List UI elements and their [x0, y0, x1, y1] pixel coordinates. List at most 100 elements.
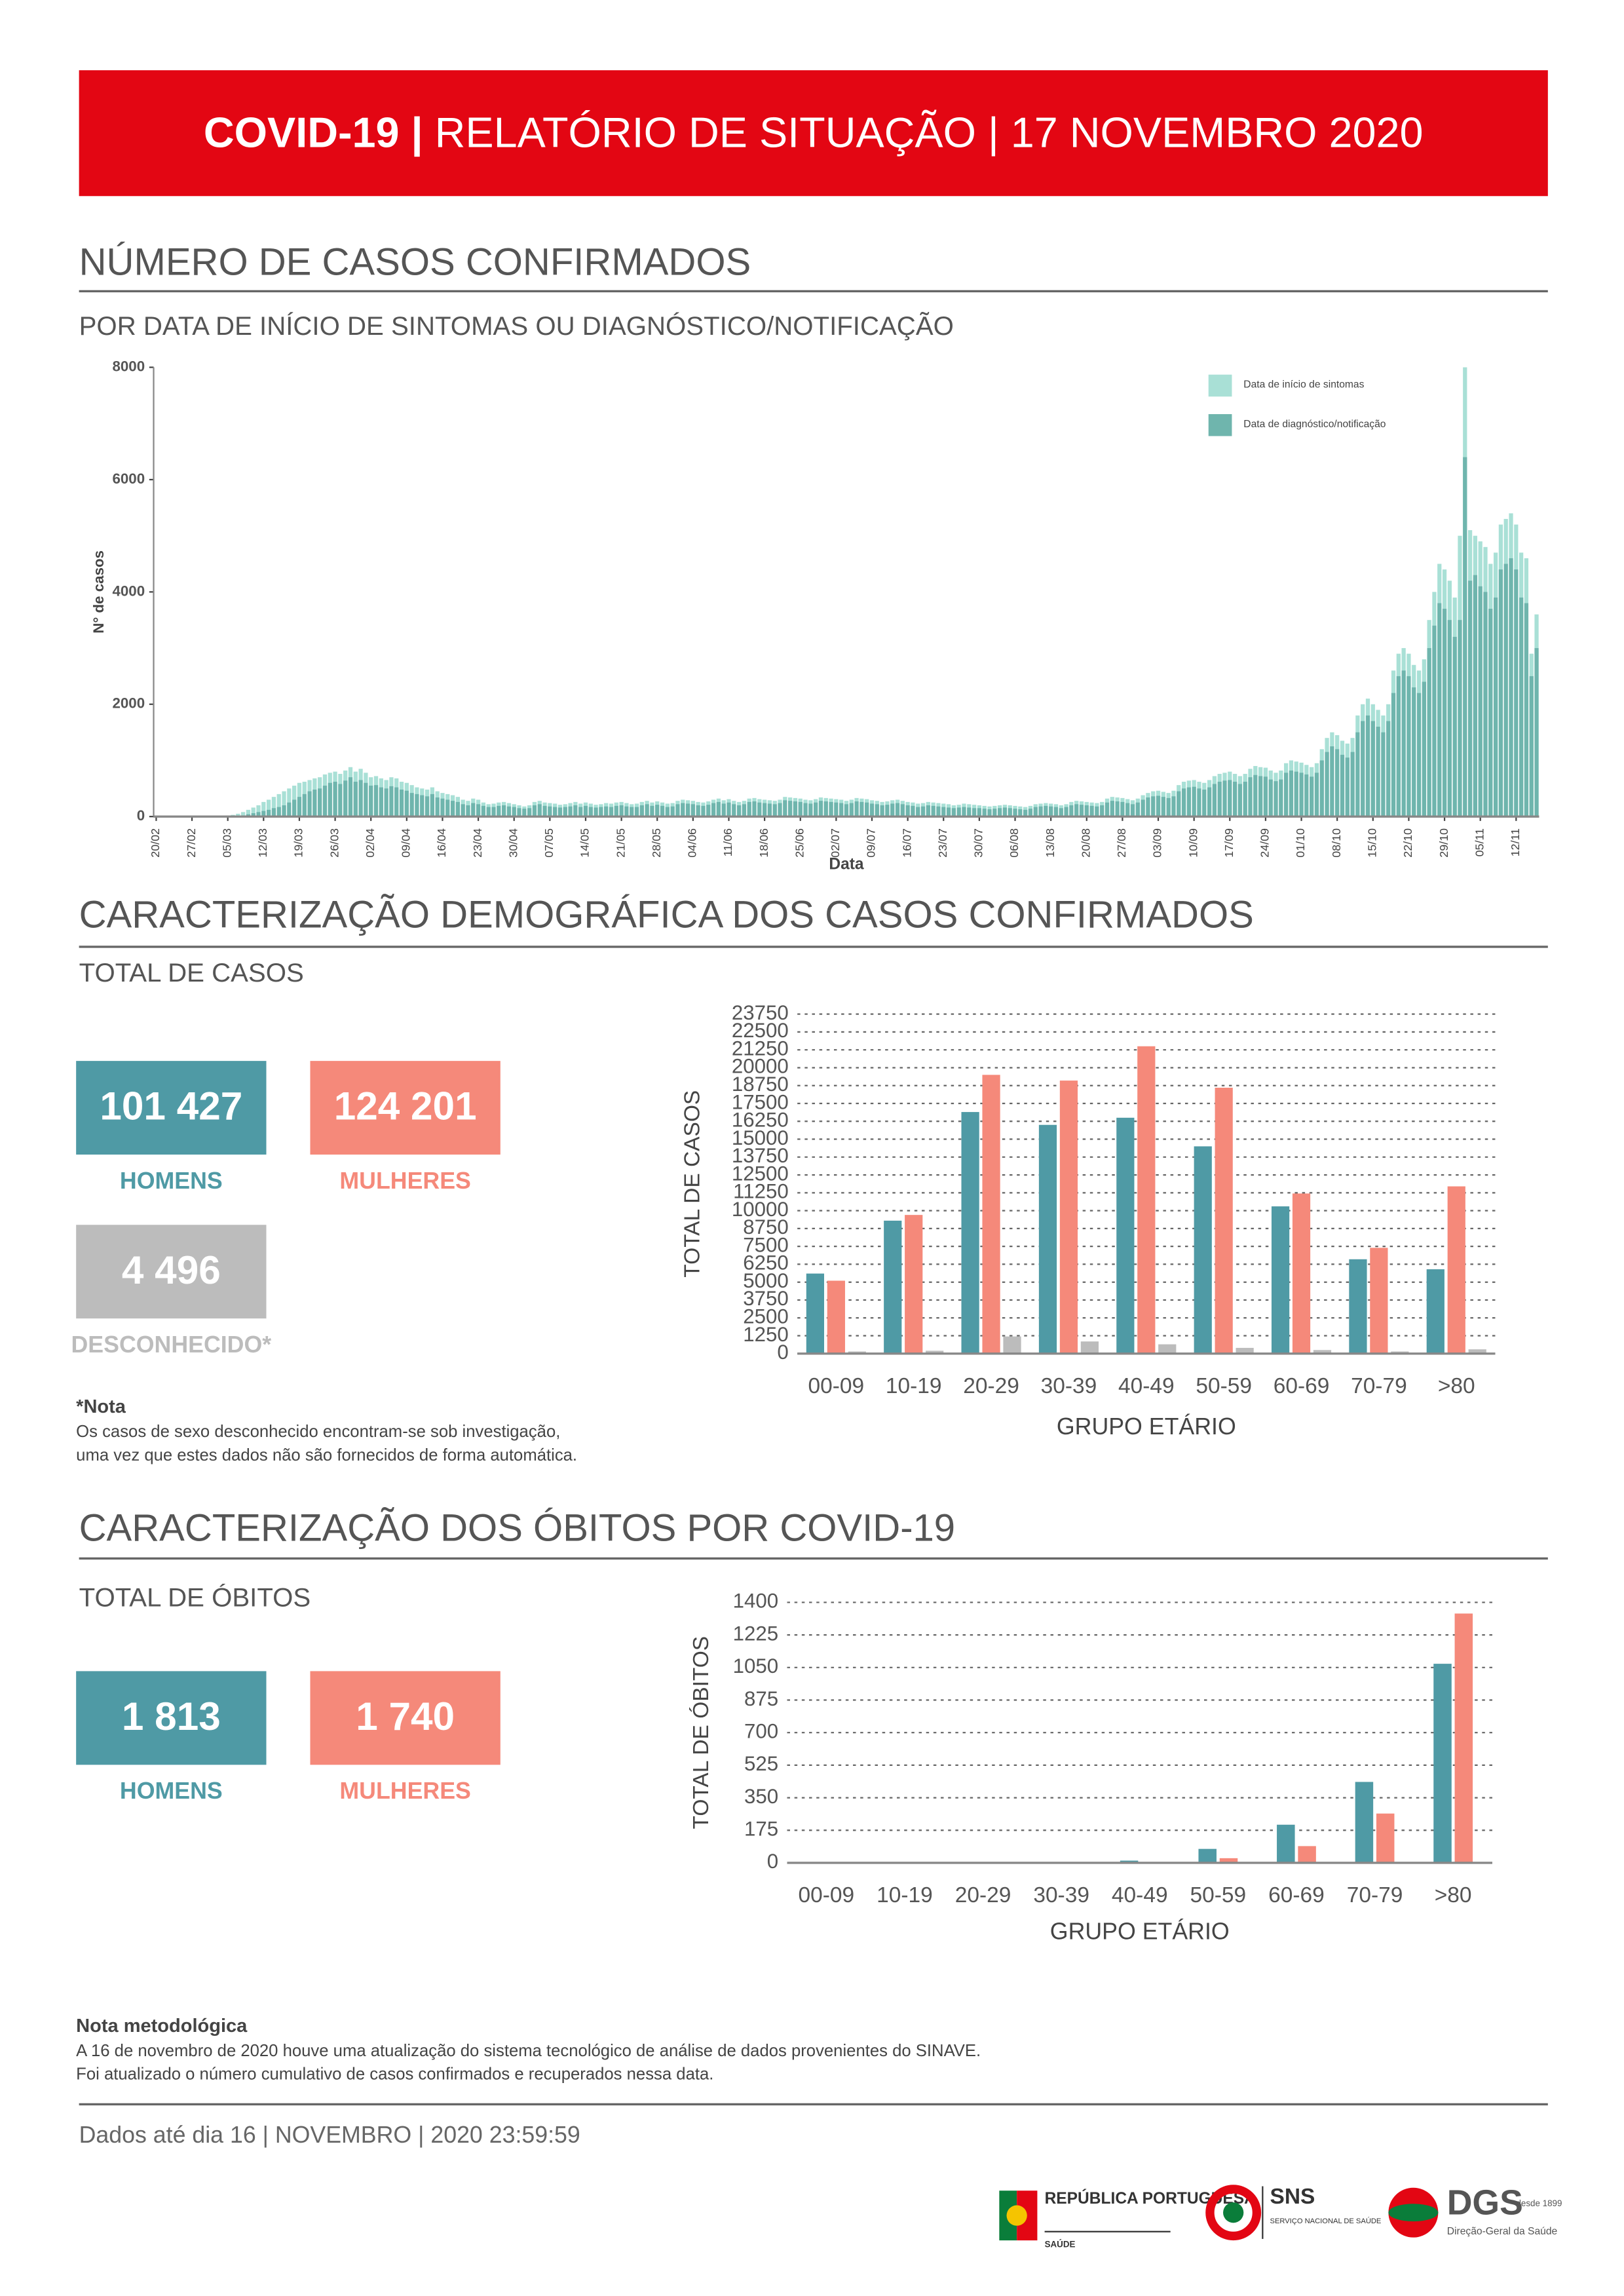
method-title: Nota metodológica — [76, 2016, 248, 2037]
bar — [1370, 1248, 1388, 1354]
bar — [394, 787, 399, 817]
x-tick-label: 30-39 — [1041, 1374, 1097, 1398]
bar — [814, 802, 818, 817]
bar — [1488, 609, 1493, 817]
stat-label: HOMENS — [120, 1168, 223, 1194]
bar — [951, 808, 956, 817]
bar — [1059, 808, 1063, 817]
bar — [1350, 752, 1355, 817]
bar — [783, 800, 787, 817]
bar — [854, 801, 859, 817]
bar — [302, 794, 307, 817]
bar — [1253, 775, 1258, 817]
bar — [645, 804, 649, 817]
bar — [727, 802, 731, 817]
x-tick-label: 60-69 — [1268, 1883, 1325, 1907]
section-title: CARACTERIZAÇÃO DOS ÓBITOS POR COVID-19 — [79, 1506, 955, 1549]
bar — [1003, 1336, 1021, 1354]
bar — [1038, 1124, 1057, 1354]
section-title: CARACTERIZAÇÃO DEMOGRÁFICA DOS CASOS CON… — [79, 894, 1254, 936]
bar — [333, 782, 337, 817]
bar — [696, 805, 700, 817]
bar — [1376, 1813, 1395, 1863]
x-tick-label: 16/07 — [900, 828, 913, 858]
x-tick-label: 40-49 — [1112, 1883, 1168, 1907]
bar — [1289, 770, 1294, 817]
bar — [911, 805, 915, 817]
sns-ring — [1205, 2185, 1262, 2241]
header-band — [79, 70, 1548, 197]
bar — [1381, 732, 1386, 817]
bar — [884, 1220, 902, 1354]
x-tick-label: 26/03 — [328, 828, 341, 858]
bar — [537, 804, 542, 817]
y-tick-label: 8000 — [112, 358, 145, 374]
bar — [624, 806, 629, 817]
bar — [916, 807, 920, 817]
y-axis-title: N° de casos — [90, 550, 107, 634]
x-tick-label: 27/02 — [185, 828, 198, 858]
bar — [931, 805, 935, 817]
bar — [1365, 715, 1370, 817]
bar — [312, 790, 317, 817]
bar — [778, 803, 782, 817]
y-tick-label: 350 — [744, 1785, 778, 1808]
y-tick-label: 13750 — [732, 1144, 789, 1167]
bar — [1503, 564, 1508, 817]
x-tick-label: 30/07 — [972, 828, 985, 858]
x-tick-label: 13/08 — [1044, 828, 1057, 858]
bar — [736, 805, 742, 817]
y-tick-label: 5000 — [743, 1269, 789, 1292]
y-tick-label: 0 — [777, 1341, 788, 1364]
bar — [440, 798, 445, 817]
bar — [808, 803, 813, 817]
x-tick-label: 22/10 — [1401, 828, 1414, 858]
bar — [1299, 773, 1304, 817]
bar — [1202, 790, 1207, 817]
x-tick-label: 70-79 — [1347, 1883, 1403, 1907]
y-tick-label: 875 — [744, 1687, 778, 1710]
bar — [829, 801, 833, 817]
bar — [1207, 787, 1212, 817]
bar — [1386, 721, 1391, 817]
bar — [455, 801, 460, 817]
y-tick-label: 17500 — [732, 1090, 789, 1113]
bar — [895, 803, 900, 817]
legend-label: Data de início de sintomas — [1243, 379, 1364, 390]
y-tick-label: 15000 — [732, 1126, 789, 1149]
bar — [1219, 1858, 1238, 1863]
bar — [834, 802, 839, 817]
bar — [803, 803, 808, 817]
bar — [594, 807, 598, 817]
bar — [880, 805, 884, 817]
bar — [634, 807, 639, 817]
header-rest: RELATÓRIO DE SITUAÇÃO | 17 NOVEMBRO 2020 — [435, 109, 1424, 157]
bar — [946, 807, 951, 817]
bar — [430, 794, 434, 817]
y-tick-label: 1050 — [733, 1655, 779, 1677]
x-tick-label: 07/05 — [542, 828, 556, 858]
bar — [619, 805, 624, 817]
note-title: *Nota — [76, 1396, 126, 1417]
bar — [1197, 788, 1201, 817]
y-tick-label: 22500 — [732, 1019, 789, 1042]
bar — [1013, 809, 1017, 817]
bar — [425, 796, 430, 817]
bar — [251, 807, 255, 817]
bar — [1125, 803, 1130, 817]
x-tick-label: 00-09 — [808, 1374, 865, 1398]
x-tick-label: >80 — [1435, 1883, 1472, 1907]
bar — [415, 794, 419, 817]
bar — [604, 806, 609, 817]
bar — [1463, 457, 1467, 817]
bar — [1277, 1824, 1295, 1863]
x-tick-label: 30-39 — [1033, 1883, 1089, 1907]
bar — [660, 805, 665, 817]
bar — [1135, 802, 1140, 817]
bar — [982, 809, 987, 817]
bar — [256, 805, 261, 817]
x-tick-label: 09/07 — [865, 828, 878, 858]
legend-label: Data de diagnóstico/notificação — [1243, 419, 1386, 430]
bar — [869, 803, 875, 817]
note-line: uma vez que estes dados não são fornecid… — [76, 1446, 577, 1464]
